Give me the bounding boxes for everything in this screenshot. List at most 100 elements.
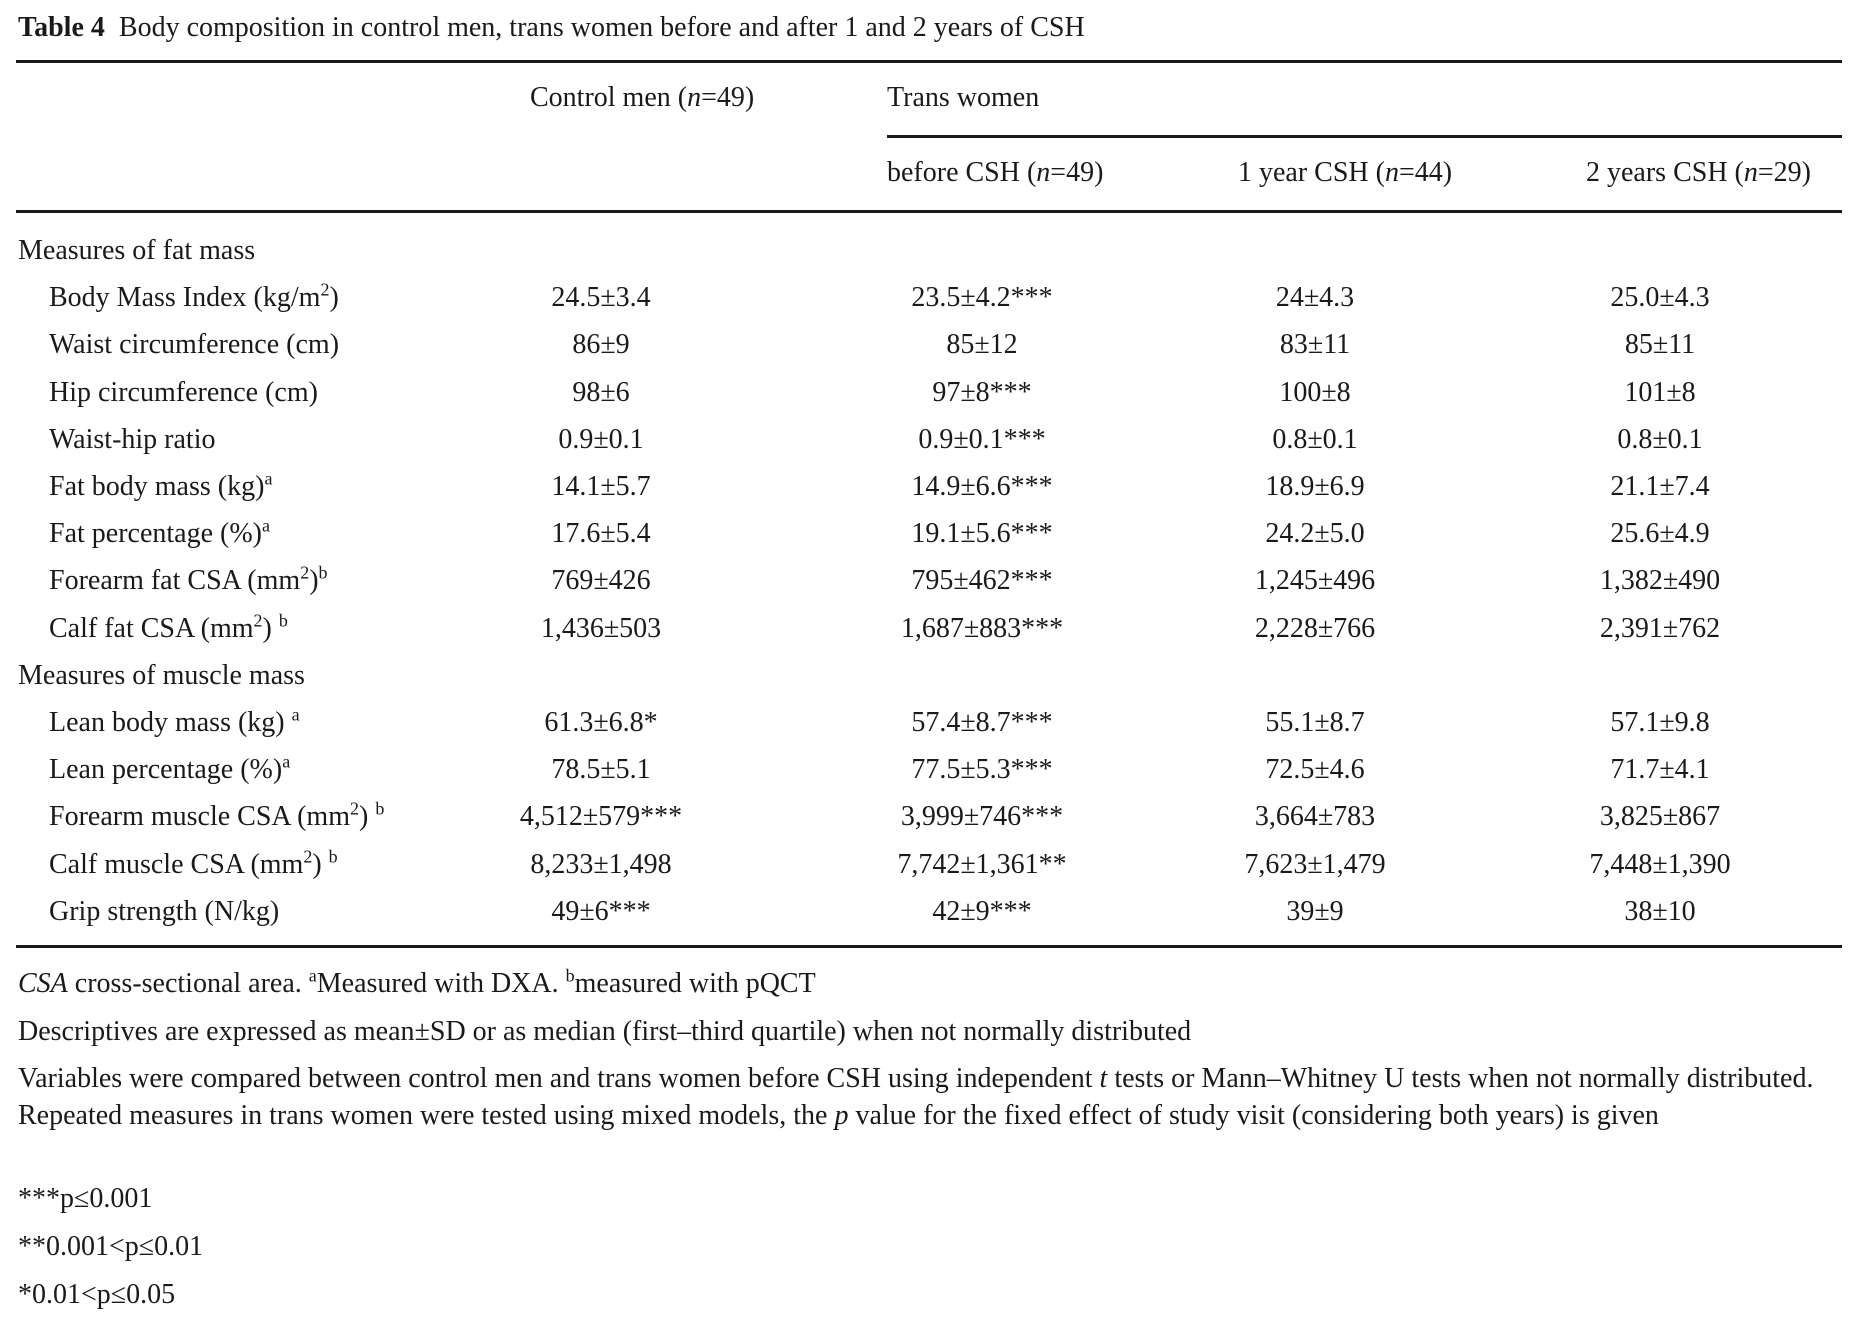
table-cell: 14.9±6.6*** — [911, 471, 1053, 502]
table-cell: 24.5±3.4 — [551, 282, 651, 314]
header-2-years-csh: 2 years CSH (n=29) — [1586, 157, 1811, 188]
table-cell: 83±11 — [1279, 329, 1351, 361]
table-cell: 4,512±579*** — [519, 801, 683, 833]
footnote-marker: a — [291, 704, 300, 725]
row-label: Body Mass Index (kg/m2) — [49, 279, 339, 314]
table-cell: 61.3±6.8* — [544, 707, 658, 738]
table-cell: 7,623±1,479 — [1244, 848, 1386, 880]
table-cell: 17.6±5.4 — [551, 518, 651, 550]
table-row: Waist-hip ratio 0.9±0.1 0.9±0.1*** 0.8±0.1 0… — [0, 416, 1865, 463]
footnote-marker: b — [278, 610, 288, 631]
table-cell: 0.9±0.1 — [558, 423, 644, 455]
table-cell: 1,687±883*** — [900, 612, 1064, 644]
table-cell: 86±9 — [572, 329, 630, 361]
table-caption: Table 4 Body composition in control men, … — [18, 12, 1085, 44]
footnote-marker: b — [328, 846, 338, 867]
table-row: Waist circumference (cm) 86±9 85±12 83±11 85… — [0, 321, 1865, 368]
table-cell: 55.1±8.7 — [1265, 707, 1365, 738]
table-cell: 25.0±4.3 — [1610, 282, 1710, 314]
table-cell: 0.9±0.1*** — [918, 423, 1046, 455]
table-cell: 38±10 — [1624, 895, 1696, 927]
table-cell: 2,228±766 — [1254, 612, 1376, 644]
table-cell: 25.6±4.9 — [1610, 518, 1710, 550]
table-cell: 97±8*** — [932, 376, 1032, 408]
row-label: Fat percentage (%)a — [49, 515, 270, 550]
table-row: Calf fat CSA (mm2) b 1,436±503 1,687±883**… — [0, 605, 1865, 652]
table-cell: 49±6*** — [551, 895, 651, 927]
table-cell: 71.7±4.1 — [1610, 754, 1710, 786]
header-trans-women: Trans women — [887, 82, 1040, 113]
table-cell: 0.8±0.1 — [1617, 423, 1703, 455]
footnote-marker: a — [262, 515, 270, 536]
table-cell: 57.1±9.8 — [1610, 707, 1710, 738]
table-cell: 1,245±496 — [1254, 565, 1376, 597]
table-cell: 1,436±503 — [540, 612, 662, 644]
section-heading: Measures of muscle mass — [18, 659, 305, 691]
row-label: Grip strength (N/kg) — [49, 895, 280, 927]
table-row: Forearm fat CSA (mm2)b 769±426 795±462*** 1… — [0, 557, 1865, 604]
row-label: Fat body mass (kg)a — [49, 468, 273, 502]
row-label: Lean body mass (kg) a — [49, 704, 300, 738]
table-cell: 77.5±5.3*** — [911, 754, 1053, 786]
header-before-csh: before CSH (n=49) — [887, 157, 1104, 188]
section-heading: Measures of fat mass — [18, 235, 256, 266]
row-label: Forearm muscle CSA (mm2) b — [49, 799, 385, 833]
table-row: Fat body mass (kg)a 14.1±5.7 14.9±6.6*** 18… — [0, 463, 1865, 510]
row-label: Hip circumference (cm) — [49, 376, 318, 408]
header-1-year-csh: 1 year CSH (n=44) — [1238, 157, 1453, 188]
top-rule — [16, 60, 1842, 63]
header-rule — [16, 210, 1842, 213]
table-cell: 14.1±5.7 — [551, 471, 651, 502]
trans-women-rule — [887, 135, 1842, 138]
footnote-methods: Variables were compared between control … — [18, 1063, 1814, 1131]
table-row: Hip circumference (cm) 98±6 97±8*** 100±8 10… — [0, 369, 1865, 416]
table-cell: 98±6 — [572, 376, 630, 408]
table-cell: 3,664±783 — [1254, 801, 1376, 833]
table-cell: 7,742±1,361** — [897, 848, 1067, 880]
table-cell: 72.5±4.6 — [1265, 754, 1365, 786]
table-cell: 57.4±8.7*** — [911, 707, 1053, 738]
row-label: Waist circumference (cm) — [49, 329, 340, 361]
table-row: Grip strength (N/kg) 49±6*** 42±9*** 39±9 38… — [0, 888, 1865, 935]
table-cell: 23.5±4.2*** — [911, 282, 1053, 314]
table-row: Calf muscle CSA (mm2) b 8,233±1,498 7,742±… — [0, 841, 1865, 888]
table-cell: 24.2±5.0 — [1265, 518, 1365, 550]
table-cell: 7,448±1,390 — [1589, 848, 1731, 880]
row-label: Forearm fat CSA (mm2)b — [49, 563, 328, 597]
table-row: Fat percentage (%)a 17.6±5.4 19.1±5.6*** 24… — [0, 510, 1865, 557]
table-cell: 3,999±746*** — [900, 801, 1064, 833]
table-cell: 795±462*** — [911, 565, 1053, 597]
table-cell: 3,825±867 — [1599, 801, 1721, 833]
table-row: Lean percentage (%)a 78.5±5.1 77.5±5.3*** 7… — [0, 746, 1865, 793]
table-number: Table 4 — [18, 12, 105, 43]
table-row: Lean body mass (kg) a 61.3±6.8* 57.4±8.7**… — [0, 699, 1865, 746]
table-cell: 101±8 — [1624, 376, 1696, 408]
table-cell: 78.5±5.1 — [551, 754, 651, 786]
table-cell: 8,233±1,498 — [530, 848, 672, 880]
header-control-men: Control men (n=49) — [530, 82, 755, 113]
footnote-sig-05: *0.01<p≤0.05 — [18, 1279, 176, 1310]
footnote-marker: a — [264, 468, 273, 489]
table-cell: 100±8 — [1279, 376, 1351, 408]
footnote-abbreviations: CSA cross-sectional area. aMeasured with… — [18, 965, 816, 999]
table-row: Forearm muscle CSA (mm2) b 4,512±579*** 3,… — [0, 793, 1865, 840]
table-cell: 21.1±7.4 — [1610, 471, 1710, 502]
footnote-descriptives: Descriptives are expressed as mean±SD or… — [18, 1016, 1192, 1047]
table-cell: 42±9*** — [932, 895, 1032, 927]
table-cell: 24±4.3 — [1275, 282, 1355, 314]
table-cell: 2,391±762 — [1599, 612, 1721, 644]
footnote-sig-001: ***p≤0.001 — [18, 1183, 153, 1214]
footnote-marker: a — [282, 751, 291, 772]
table-cell: 85±12 — [946, 329, 1018, 361]
table-cell: 1,382±490 — [1599, 565, 1721, 597]
table-row: Body Mass Index (kg/m2) 24.5±3.4 23.5±4.2*… — [0, 274, 1865, 321]
table-title: Body composition in control men, trans w… — [118, 12, 1085, 43]
table-cell: 19.1±5.6*** — [911, 518, 1053, 550]
footnote-sig-01: **0.001<p≤0.01 — [18, 1231, 204, 1262]
row-label: Calf muscle CSA (mm2) b — [49, 846, 338, 880]
table-cell: 18.9±6.9 — [1265, 471, 1365, 502]
footnote-marker: b — [375, 799, 385, 820]
row-label: Calf fat CSA (mm2) b — [49, 610, 288, 644]
bottom-rule — [16, 945, 1842, 948]
table-cell: 769±426 — [551, 565, 651, 597]
